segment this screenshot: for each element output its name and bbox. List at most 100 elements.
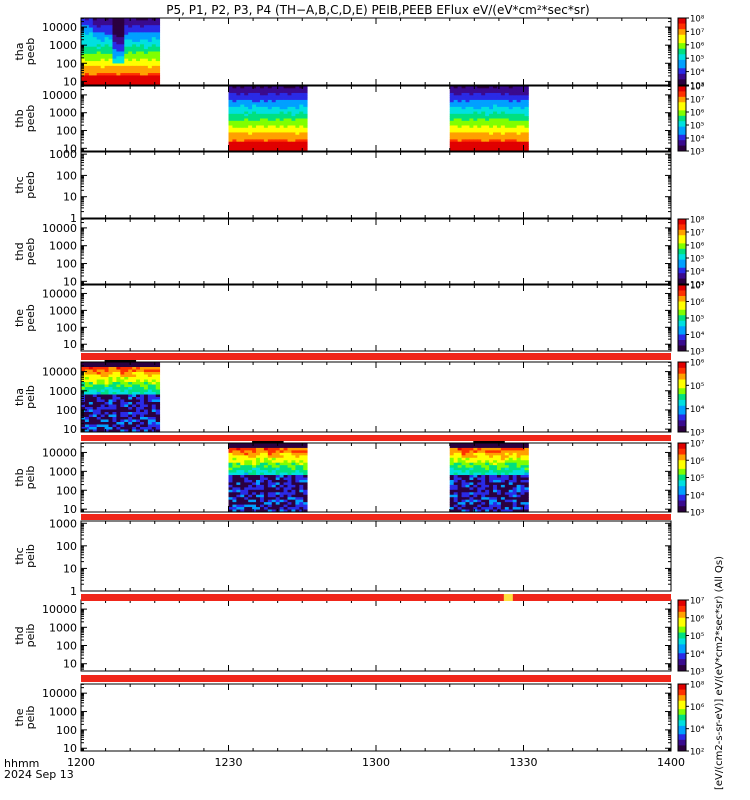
spectrogram-cell bbox=[88, 63, 94, 67]
spectrogram-cell bbox=[453, 487, 459, 491]
colorbar-segment bbox=[678, 709, 686, 713]
colorbar-segment bbox=[678, 237, 686, 242]
spectrogram-cell bbox=[259, 452, 265, 456]
spectrogram-cell bbox=[481, 132, 486, 136]
spectrogram-cell bbox=[489, 484, 494, 488]
spectrogram-cell bbox=[92, 51, 98, 55]
spectrogram-cell bbox=[271, 120, 277, 124]
spectrogram-cell bbox=[295, 137, 300, 140]
spectrogram-cell bbox=[236, 109, 241, 112]
spectrogram-cell bbox=[493, 445, 498, 449]
spectrogram-cell bbox=[489, 494, 494, 498]
spectrogram-cell bbox=[291, 477, 296, 481]
spectrogram-cell bbox=[259, 102, 265, 105]
y-tick-label: 1000 bbox=[49, 621, 77, 634]
spectrogram-cell bbox=[84, 32, 90, 36]
spectrogram-cell bbox=[473, 494, 478, 498]
spectrogram-cell bbox=[92, 53, 98, 57]
colorbar-segment bbox=[678, 76, 686, 80]
spectrogram-cell bbox=[92, 18, 98, 21]
spectrogram-cell bbox=[477, 477, 482, 481]
spectrogram-cell bbox=[100, 53, 105, 57]
spectrogram-cell bbox=[136, 364, 141, 368]
spectrogram-cell bbox=[508, 90, 514, 94]
spectrogram-cell bbox=[244, 132, 249, 136]
spectrogram-cell bbox=[508, 499, 514, 503]
spectrogram-cell bbox=[512, 148, 518, 152]
spectrogram-cell bbox=[524, 88, 529, 92]
spectrogram-cell bbox=[500, 445, 506, 449]
colorbar-tick-label: 10⁴ bbox=[690, 135, 705, 145]
spectrogram-cell bbox=[500, 127, 506, 131]
spectrogram-cell bbox=[295, 127, 300, 131]
spectrogram-cell bbox=[524, 475, 529, 478]
spectrogram-cell bbox=[151, 80, 157, 83]
spectrogram-cell bbox=[520, 452, 525, 456]
spectrogram-cell bbox=[155, 51, 161, 55]
colorbar-segment bbox=[678, 134, 686, 138]
spectrogram-cell bbox=[236, 445, 241, 449]
spectrogram-cell bbox=[457, 120, 462, 124]
spectrogram-cell bbox=[500, 477, 506, 481]
spectrogram-cell bbox=[120, 70, 125, 74]
colorbar-segment bbox=[678, 394, 686, 398]
spectrogram-cell bbox=[485, 111, 490, 115]
spectrogram-cell bbox=[520, 118, 525, 122]
spectrogram-cell bbox=[88, 362, 94, 365]
spectrogram-cell bbox=[481, 462, 486, 466]
spectrogram-cell bbox=[128, 70, 133, 74]
spectrogram-cell bbox=[516, 447, 521, 451]
spectrogram-cell bbox=[92, 32, 98, 36]
spectrogram-cell bbox=[151, 58, 157, 62]
spectrogram-cell bbox=[504, 123, 510, 126]
spectrogram-cell bbox=[92, 397, 98, 400]
colorbar-tick-label: 10⁵ bbox=[690, 382, 704, 392]
spectrogram-cell bbox=[263, 104, 269, 108]
spectrogram-cell bbox=[267, 144, 273, 147]
spectrogram-cell bbox=[259, 109, 265, 112]
spectrogram-cell bbox=[155, 394, 161, 398]
colorbar-segment bbox=[678, 340, 686, 344]
spectrogram-cell bbox=[303, 86, 308, 89]
spectrogram-cell bbox=[96, 22, 102, 26]
spectrogram-cell bbox=[295, 86, 300, 89]
spectrogram-cell bbox=[116, 27, 121, 31]
spectrogram-cell bbox=[469, 477, 474, 481]
colorbar-segment bbox=[678, 123, 686, 128]
spectrogram-cell bbox=[88, 41, 94, 45]
spectrogram-cell bbox=[275, 137, 281, 140]
panel-frame bbox=[80, 284, 672, 352]
spectrogram-cell bbox=[104, 25, 109, 28]
spectrogram-cell bbox=[477, 502, 482, 505]
spectrogram-cell bbox=[252, 90, 257, 94]
spectrogram-cell bbox=[112, 63, 117, 67]
spectrogram-cell bbox=[143, 367, 149, 370]
spectrogram-cell bbox=[453, 137, 459, 140]
spectrogram-cell bbox=[112, 61, 117, 64]
spectrogram-cell bbox=[88, 397, 94, 400]
spectrogram-cell bbox=[489, 118, 494, 122]
spectrogram-cell bbox=[232, 97, 237, 101]
spectrogram-cell bbox=[512, 502, 518, 505]
spectrogram-cell bbox=[504, 484, 510, 488]
spectrogram-cell bbox=[88, 68, 94, 72]
spectrogram-cell bbox=[283, 127, 288, 131]
spectrogram-cell bbox=[508, 452, 514, 456]
spectrogram-cell bbox=[84, 58, 90, 62]
spectrogram-cell bbox=[240, 144, 245, 147]
spectrogram-cell bbox=[232, 499, 237, 503]
spectrogram-cell bbox=[279, 127, 284, 131]
spectrogram-cell bbox=[236, 489, 241, 493]
spectrogram-cell bbox=[92, 367, 98, 370]
spectrogram-cell bbox=[140, 394, 145, 398]
spectrogram-cell bbox=[283, 509, 288, 513]
spectrogram-cell bbox=[120, 384, 125, 388]
spectrogram-cell bbox=[136, 387, 141, 390]
spectrogram-cell bbox=[259, 86, 265, 89]
spectrogram-cell bbox=[485, 130, 490, 133]
spectrogram-cell bbox=[291, 113, 296, 117]
spectrogram-cell bbox=[240, 148, 245, 152]
spectrogram-cell bbox=[124, 80, 129, 83]
spectrogram-cell bbox=[248, 492, 253, 496]
